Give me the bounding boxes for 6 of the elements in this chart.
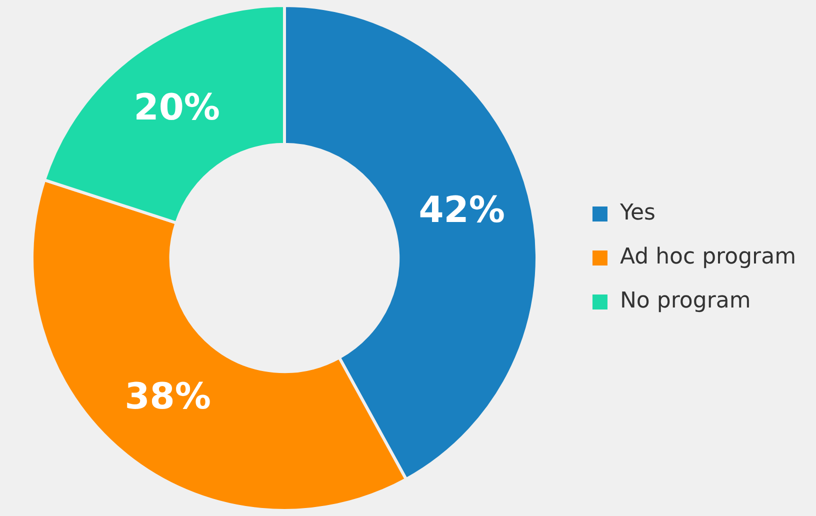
data-label: 20% <box>134 87 220 128</box>
data-label: 38% <box>124 376 211 418</box>
legend-label: Yes <box>618 200 656 226</box>
legend-label: Ad hoc program <box>620 244 796 270</box>
legend-label: No program <box>620 288 751 314</box>
data-label: 42% <box>418 190 505 231</box>
